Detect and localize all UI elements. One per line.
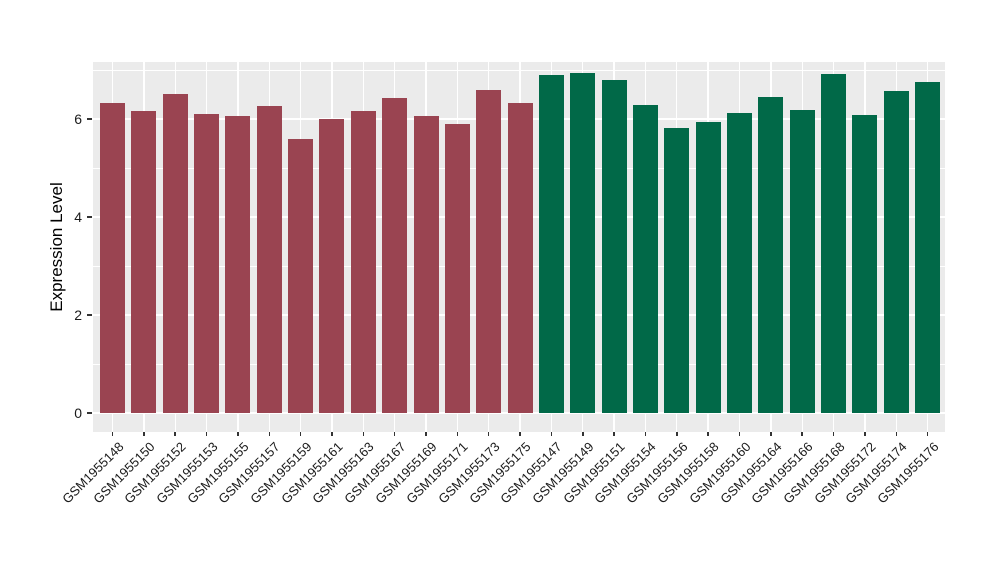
x-tick-mark	[299, 432, 302, 436]
y-tick-label: 2	[74, 307, 82, 323]
y-tick-label: 4	[74, 209, 82, 225]
x-tick-mark	[895, 432, 897, 436]
bar-GSM1955168	[821, 73, 847, 413]
y-tick-mark	[87, 216, 92, 218]
x-tick-mark	[487, 432, 490, 436]
bar-GSM1955156	[664, 127, 690, 413]
x-tick-mark	[582, 432, 584, 436]
bar-GSM1955163	[350, 111, 376, 413]
x-tick-mark	[425, 432, 427, 436]
x-tick-mark	[111, 432, 114, 436]
x-tick-mark	[519, 432, 521, 436]
bar-GSM1955175	[507, 102, 533, 413]
x-tick-mark	[926, 432, 929, 436]
plot-panel	[93, 62, 945, 432]
y-tick-mark	[87, 412, 92, 414]
gridline-major	[93, 412, 945, 414]
x-tick-mark	[393, 432, 396, 436]
y-tick-mark	[87, 118, 92, 120]
bar-GSM1955155	[225, 116, 251, 413]
x-tick-mark	[832, 432, 835, 436]
bar-GSM1955160	[727, 113, 752, 413]
x-tick-mark	[738, 432, 741, 436]
x-tick-mark	[174, 432, 176, 436]
x-tick-mark	[676, 432, 678, 436]
bar-GSM1955157	[256, 105, 282, 413]
bar-GSM1955158	[695, 121, 721, 413]
bar-GSM1955147	[538, 74, 564, 413]
bar-GSM1955152	[162, 94, 188, 413]
bar-GSM1955176	[915, 81, 941, 413]
y-tick-label: 0	[74, 405, 82, 421]
bar-GSM1955148	[100, 102, 125, 413]
bar-GSM1955166	[789, 110, 815, 413]
bar-GSM1955169	[413, 115, 439, 413]
x-tick-mark	[205, 432, 208, 436]
y-tick-label: 6	[74, 111, 82, 127]
bar-GSM1955167	[382, 97, 408, 413]
x-tick-mark	[801, 432, 803, 436]
bar-GSM1955174	[883, 91, 909, 413]
x-tick-mark	[456, 432, 459, 436]
bar-GSM1955153	[194, 113, 220, 413]
x-tick-mark	[550, 432, 553, 436]
x-tick-mark	[237, 432, 239, 436]
bar-GSM1955150	[131, 110, 157, 413]
bar-GSM1955154	[632, 104, 658, 413]
y-axis-title: Expression Level	[47, 182, 66, 312]
x-tick-mark	[331, 432, 333, 436]
x-tick-mark	[864, 432, 866, 436]
y-tick-mark	[87, 314, 92, 316]
x-tick-mark	[143, 432, 145, 436]
x-tick-mark	[613, 432, 615, 436]
bar-GSM1955172	[852, 115, 878, 413]
x-tick-mark	[644, 432, 647, 436]
bar-GSM1955159	[288, 139, 314, 413]
x-tick-mark	[707, 432, 709, 436]
bar-GSM1955171	[444, 123, 470, 413]
gridline-minor	[93, 69, 945, 71]
x-tick-mark	[362, 432, 365, 436]
bar-GSM1955164	[758, 96, 784, 413]
x-tick-mark	[770, 432, 772, 436]
bar-GSM1955173	[476, 90, 502, 413]
bar-GSM1955161	[319, 118, 345, 413]
bar-GSM1955151	[601, 79, 627, 413]
x-tick-mark	[268, 432, 270, 436]
bar-GSM1955149	[570, 72, 596, 413]
